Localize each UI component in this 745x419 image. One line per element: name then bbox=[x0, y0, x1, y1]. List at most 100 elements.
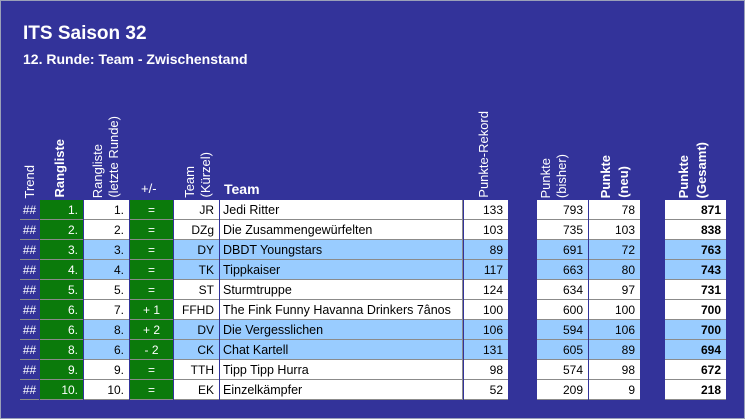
cell-gesamt: 218 bbox=[665, 380, 726, 400]
cell-diff: - 2 bbox=[130, 340, 173, 360]
cell-team: Sturmtruppe bbox=[220, 280, 463, 300]
cell-record: 131 bbox=[464, 340, 508, 360]
cell-record: 103 bbox=[464, 220, 508, 240]
cell-diff: + 2 bbox=[130, 320, 173, 340]
header-rangliste: Rangliste bbox=[52, 139, 67, 198]
cell-neu: 100 bbox=[589, 300, 640, 320]
header-bisher-1: Punkte bbox=[538, 157, 553, 198]
header-neu-2: (neu) bbox=[616, 166, 631, 198]
cell-neu: 97 bbox=[589, 280, 640, 300]
cell-bisher: 691 bbox=[537, 240, 588, 260]
cell-rank: 10. bbox=[40, 380, 83, 400]
cell-trend: ## bbox=[20, 240, 39, 260]
cell-record: 106 bbox=[464, 320, 508, 340]
cell-trend: ## bbox=[20, 200, 39, 220]
cell-team: DBDT Youngstars bbox=[220, 240, 463, 260]
cell-rank: 1. bbox=[40, 200, 83, 220]
cell-last-rank: 8. bbox=[84, 320, 129, 340]
cell-rank: 8. bbox=[40, 340, 83, 360]
cell-abbr: JR bbox=[174, 200, 219, 220]
cell-last-rank: 1. bbox=[84, 200, 129, 220]
header-bisher-2: (bisher) bbox=[554, 153, 569, 198]
cell-gesamt: 700 bbox=[665, 320, 726, 340]
sheet-title: ITS Saison 32 bbox=[23, 23, 147, 44]
cell-abbr: DZg bbox=[174, 220, 219, 240]
header-neu-1: Punkte bbox=[598, 154, 613, 198]
cell-team: The Fink Funny Havanna Drinkers 7ânos bbox=[220, 300, 463, 320]
cell-diff: = bbox=[130, 360, 173, 380]
cell-gesamt: 743 bbox=[665, 260, 726, 280]
cell-diff: = bbox=[130, 200, 173, 220]
cell-diff: = bbox=[130, 280, 173, 300]
cell-neu: 98 bbox=[589, 360, 640, 380]
cell-last-rank: 4. bbox=[84, 260, 129, 280]
cell-abbr: FFHD bbox=[174, 300, 219, 320]
cell-abbr: TK bbox=[174, 260, 219, 280]
cell-abbr: CK bbox=[174, 340, 219, 360]
cell-team: Tipp Tipp Hurra bbox=[220, 360, 463, 380]
cell-bisher: 634 bbox=[537, 280, 588, 300]
cell-record: 100 bbox=[464, 300, 508, 320]
cell-rank: 3. bbox=[40, 240, 83, 260]
cell-neu: 72 bbox=[589, 240, 640, 260]
header-rangliste-letzte-2: (letzte Runde) bbox=[106, 116, 121, 198]
cell-diff: = bbox=[130, 260, 173, 280]
cell-team: Einzelkämpfer bbox=[220, 380, 463, 400]
cell-team: Chat Kartell bbox=[220, 340, 463, 360]
cell-neu: 80 bbox=[589, 260, 640, 280]
cell-last-rank: 6. bbox=[84, 340, 129, 360]
cell-record: 117 bbox=[464, 260, 508, 280]
cell-neu: 106 bbox=[589, 320, 640, 340]
cell-trend: ## bbox=[20, 260, 39, 280]
cell-team: Die Vergesslichen bbox=[220, 320, 463, 340]
cell-bisher: 793 bbox=[537, 200, 588, 220]
header-team: Team bbox=[224, 181, 260, 197]
cell-gesamt: 694 bbox=[665, 340, 726, 360]
cell-last-rank: 5. bbox=[84, 280, 129, 300]
cell-record: 52 bbox=[464, 380, 508, 400]
cell-rank: 4. bbox=[40, 260, 83, 280]
cell-diff: + 1 bbox=[130, 300, 173, 320]
header-rekord: Punkte-Rekord bbox=[476, 111, 491, 198]
cell-bisher: 735 bbox=[537, 220, 588, 240]
cell-rank: 6. bbox=[40, 300, 83, 320]
cell-last-rank: 7. bbox=[84, 300, 129, 320]
cell-team: Jedi Ritter bbox=[220, 200, 463, 220]
cell-last-rank: 9. bbox=[84, 360, 129, 380]
cell-team: Tippkaiser bbox=[220, 260, 463, 280]
cell-last-rank: 3. bbox=[84, 240, 129, 260]
cell-neu: 103 bbox=[589, 220, 640, 240]
cell-bisher: 594 bbox=[537, 320, 588, 340]
cell-rank: 2. bbox=[40, 220, 83, 240]
cell-neu: 89 bbox=[589, 340, 640, 360]
cell-diff: = bbox=[130, 380, 173, 400]
cell-rank: 9. bbox=[40, 360, 83, 380]
cell-neu: 78 bbox=[589, 200, 640, 220]
cell-last-rank: 10. bbox=[84, 380, 129, 400]
header-trend: Trend bbox=[22, 164, 37, 198]
cell-abbr: DY bbox=[174, 240, 219, 260]
cell-gesamt: 700 bbox=[665, 300, 726, 320]
cell-abbr: TTH bbox=[174, 360, 219, 380]
cell-trend: ## bbox=[20, 280, 39, 300]
cell-bisher: 663 bbox=[537, 260, 588, 280]
cell-gesamt: 871 bbox=[665, 200, 726, 220]
cell-abbr: ST bbox=[174, 280, 219, 300]
cell-bisher: 574 bbox=[537, 360, 588, 380]
cell-trend: ## bbox=[20, 300, 39, 320]
cell-record: 98 bbox=[464, 360, 508, 380]
cell-trend: ## bbox=[20, 380, 39, 400]
header-team-kuerzel-1: Team bbox=[182, 166, 197, 198]
cell-diff: = bbox=[130, 220, 173, 240]
cell-abbr: DV bbox=[174, 320, 219, 340]
cell-last-rank: 2. bbox=[84, 220, 129, 240]
cell-bisher: 600 bbox=[537, 300, 588, 320]
cell-trend: ## bbox=[20, 320, 39, 340]
cell-record: 89 bbox=[464, 240, 508, 260]
cell-abbr: EK bbox=[174, 380, 219, 400]
cell-rank: 5. bbox=[40, 280, 83, 300]
cell-trend: ## bbox=[20, 360, 39, 380]
cell-record: 133 bbox=[464, 200, 508, 220]
cell-team: Die Zusammengewürfelten bbox=[220, 220, 463, 240]
cell-bisher: 209 bbox=[537, 380, 588, 400]
